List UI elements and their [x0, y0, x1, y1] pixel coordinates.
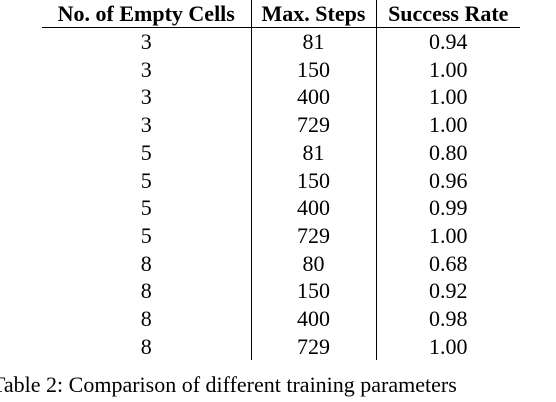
header-max-steps: Max. Steps: [251, 0, 377, 28]
cell-success-rate: 0.68: [429, 250, 468, 276]
table-row: 8 150 0.92: [42, 277, 520, 306]
cell-max-steps: 80: [251, 249, 377, 278]
cell-empty-cells: 8: [42, 332, 252, 361]
cell-empty-cells: 3: [42, 55, 252, 84]
cell-max-steps: 400: [251, 194, 377, 222]
cell-success-rate: 1.00: [429, 333, 468, 359]
table-row: 8 80 0.68: [42, 249, 520, 278]
table-caption: Table 2: Comparison of different trainin…: [0, 372, 457, 397]
cell-max-steps: 729: [251, 221, 377, 250]
table-row: 8 400 0.98: [42, 305, 520, 333]
cell-empty-cells: 5: [42, 194, 252, 222]
header-empty-cells: No. of Empty Cells: [42, 0, 252, 28]
cell-success-rate: 0.94: [429, 29, 468, 54]
table-row: 5 81 0.80: [42, 138, 520, 167]
table-row: 8 729 1.00: [42, 332, 520, 361]
cell-success-rate: 0.96: [429, 167, 468, 193]
cell-max-steps: 729: [251, 111, 377, 139]
cell-empty-cells: 5: [42, 221, 252, 250]
table-header-row: No. of Empty Cells Max. Steps Success Ra…: [42, 0, 520, 28]
cell-empty-cells: 8: [42, 277, 252, 306]
cell-max-steps: 150: [251, 166, 377, 195]
cell-max-steps: 729: [251, 332, 377, 361]
table-row: 3 81 0.94: [42, 27, 520, 56]
cell-empty-cells: 8: [42, 305, 252, 333]
results-table: No. of Empty Cells Max. Steps Success Ra…: [42, 0, 520, 361]
cell-empty-cells: 3: [42, 83, 252, 112]
cell-success-rate: 1.00: [429, 56, 468, 82]
cell-empty-cells: 5: [42, 138, 252, 167]
table-body: 3 81 0.94 3 150 1.00 3 400 1.00 3 729 1.00 5 81 0.80 5 1…: [42, 27, 520, 361]
table-row: 3 400 1.00: [42, 83, 520, 112]
cell-max-steps: 400: [251, 305, 377, 333]
table-row: 5 400 0.99: [42, 194, 520, 222]
cell-empty-cells: 8: [42, 249, 252, 278]
cell-success-rate: 1.00: [429, 222, 468, 248]
cell-success-rate: 0.92: [429, 278, 468, 304]
table-row: 5 729 1.00: [42, 221, 520, 250]
cell-empty-cells: 5: [42, 166, 252, 195]
cell-max-steps: 150: [251, 55, 377, 84]
cell-success-rate: 0.99: [429, 195, 468, 221]
cell-success-rate: 0.98: [429, 306, 468, 332]
table-row: 5 150 0.96: [42, 166, 520, 195]
cell-max-steps: 150: [251, 277, 377, 306]
cell-max-steps: 400: [251, 83, 377, 112]
cell-max-steps: 81: [251, 27, 377, 56]
table-row: 3 150 1.00: [42, 55, 520, 84]
cell-success-rate: 1.00: [429, 112, 468, 138]
cell-success-rate: 0.80: [429, 139, 468, 165]
cell-empty-cells: 3: [42, 111, 252, 139]
results-table-container: No. of Empty Cells Max. Steps Success Ra…: [42, 0, 520, 361]
cell-success-rate: 1.00: [429, 84, 468, 110]
cell-max-steps: 81: [251, 138, 377, 167]
header-success-rate: Success Rate: [388, 1, 509, 26]
cell-empty-cells: 3: [42, 27, 252, 56]
table-row: 3 729 1.00: [42, 111, 520, 139]
